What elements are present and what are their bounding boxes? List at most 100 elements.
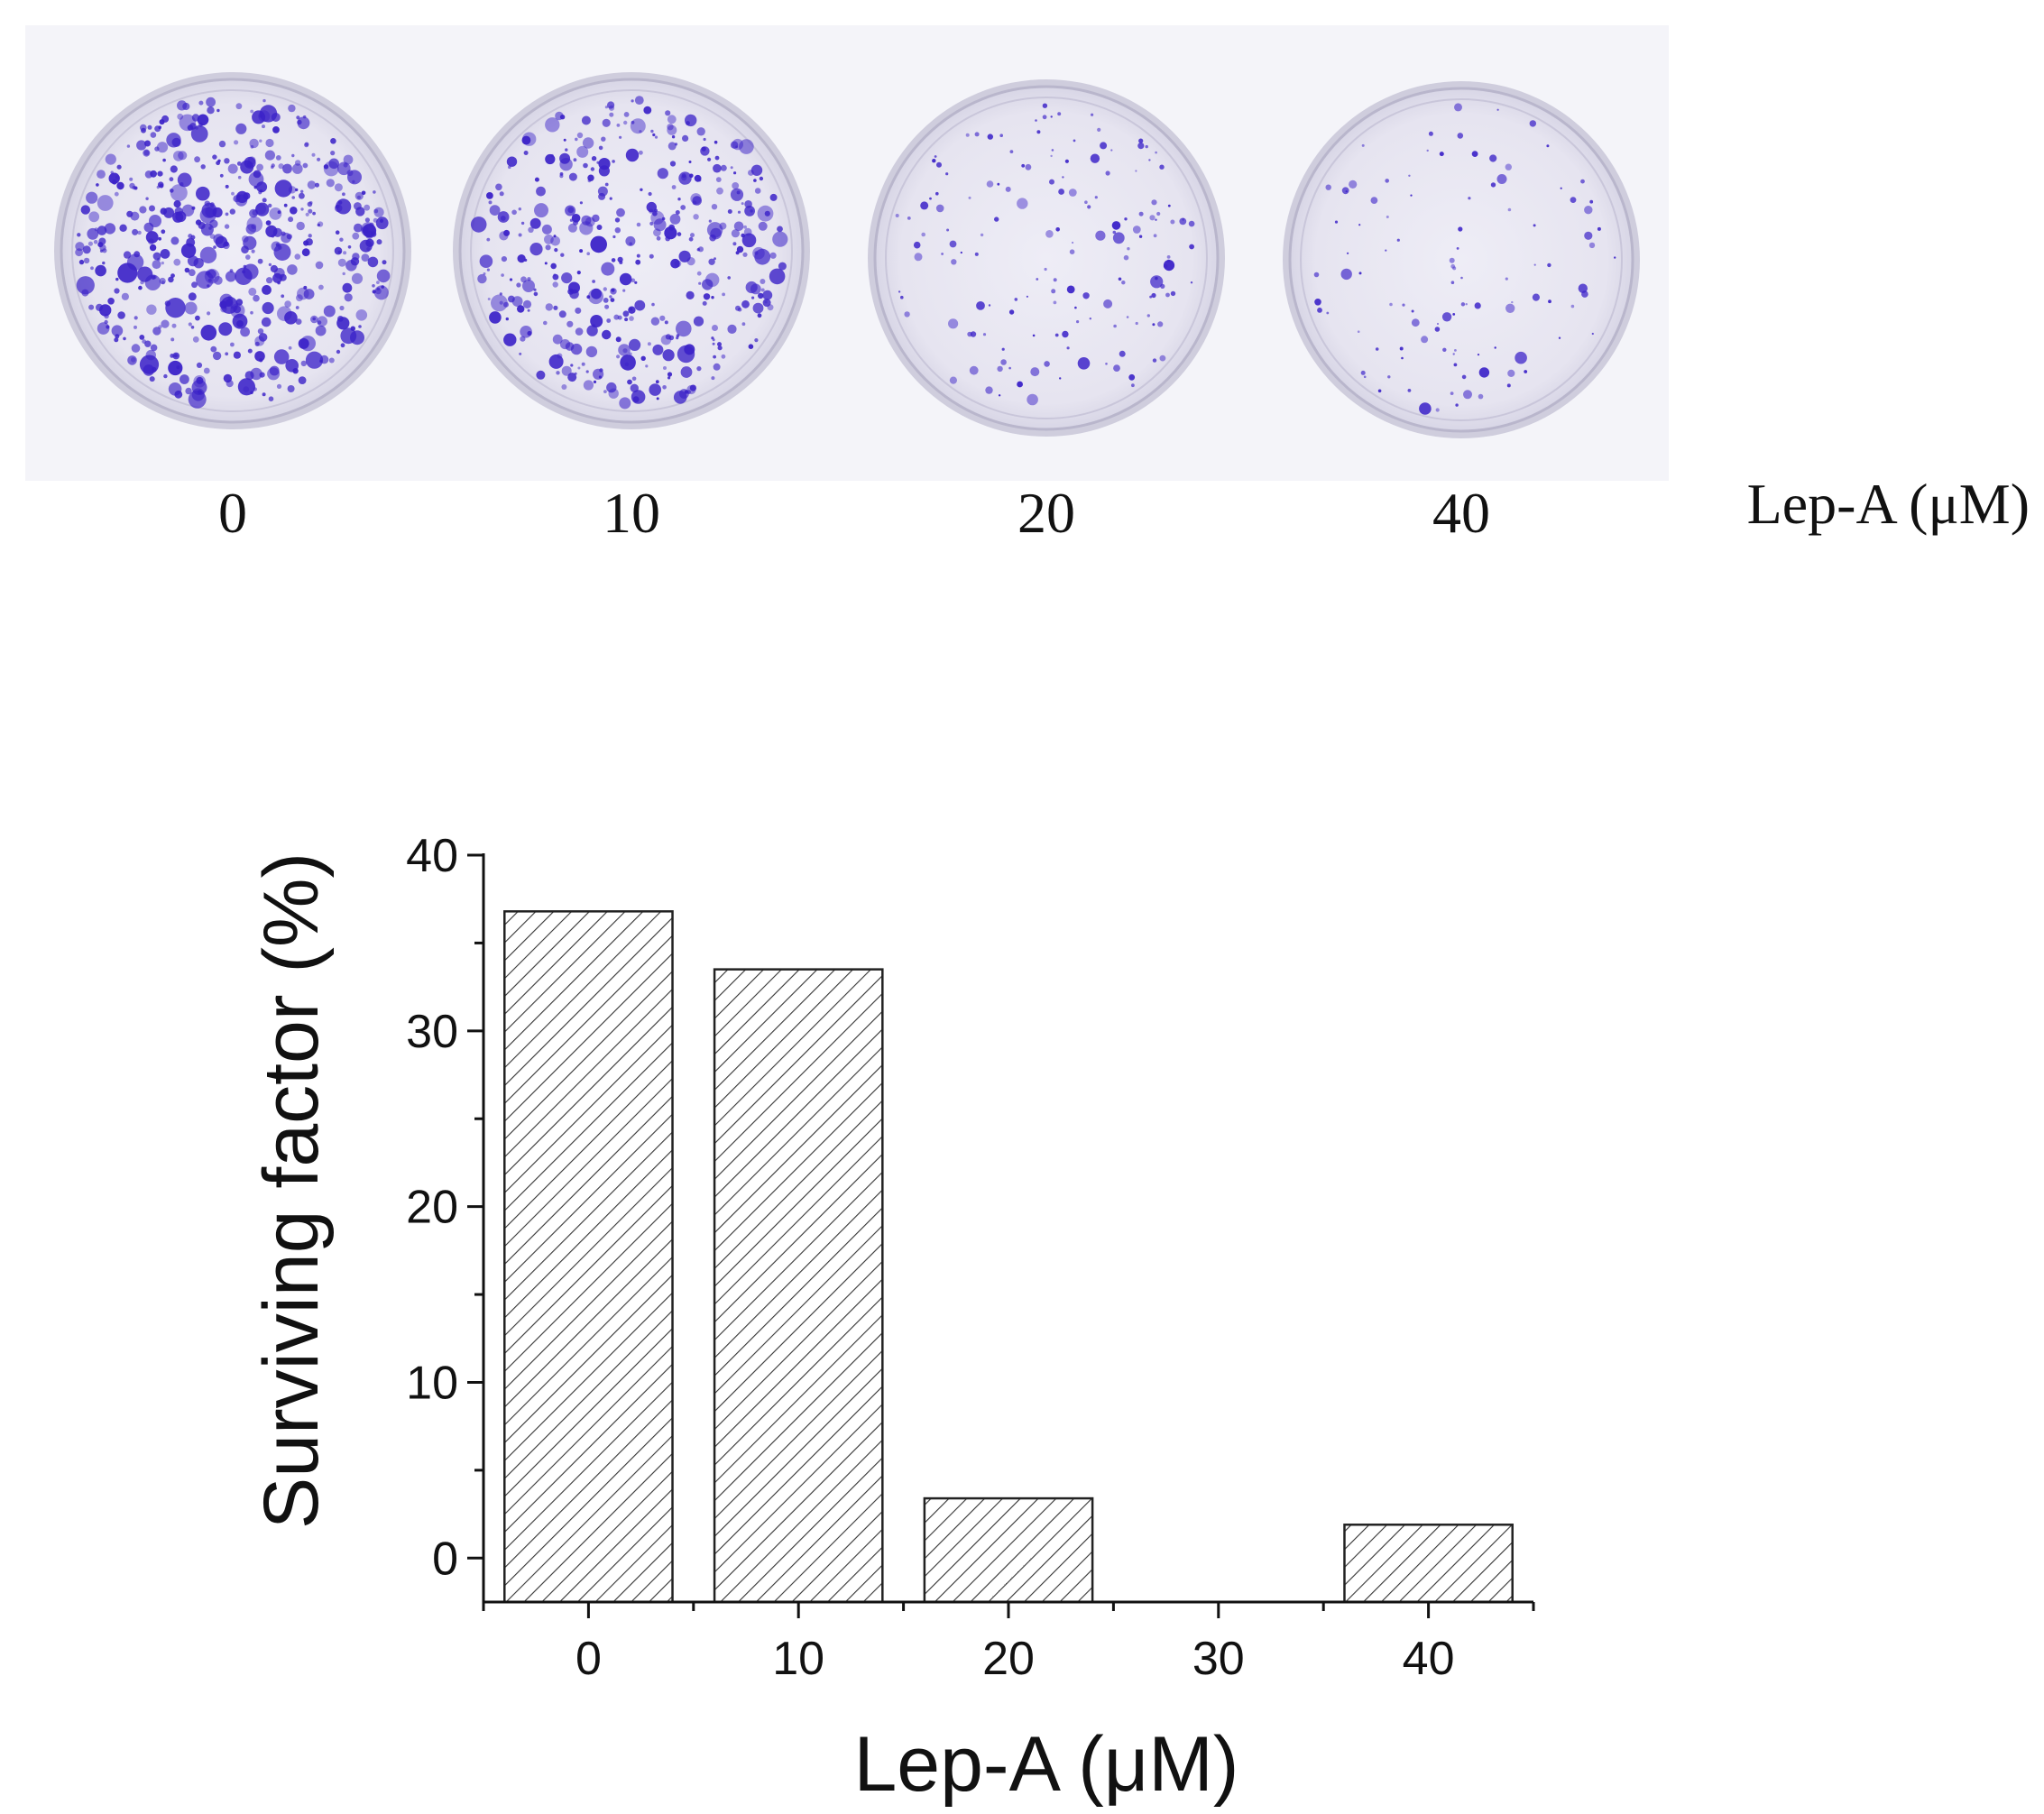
colony [264,150,275,161]
colony [1111,221,1121,230]
colony [1591,332,1594,336]
colony [317,157,321,161]
colony [287,385,295,392]
colony [679,389,689,399]
colony [1089,318,1092,320]
colony [1051,149,1054,152]
colony [560,253,565,257]
colony [1506,383,1511,388]
colony [283,203,288,207]
colony [180,182,184,187]
colony [544,262,548,265]
colony [1505,303,1515,313]
colony [712,342,715,345]
colony [340,327,357,345]
colony [1375,347,1379,351]
colony [355,207,365,216]
colony [123,336,126,341]
colony [210,345,217,353]
colony [213,276,223,285]
colony [523,151,529,155]
colony [733,221,744,232]
colony [762,299,771,308]
colony [760,288,765,292]
colony [284,300,291,308]
colony [275,243,280,247]
colony [529,217,541,229]
colony [665,334,672,340]
colony [762,290,773,300]
colony [86,191,98,204]
x-tick-label: 10 [772,1633,824,1685]
colony [1533,224,1536,227]
colony [373,190,376,194]
colony [576,145,589,158]
colony [171,137,181,147]
colony [568,172,577,181]
colony [1436,322,1440,326]
colony [102,248,107,253]
colony [741,233,745,238]
colony [487,298,491,300]
colony [114,191,119,197]
colony [1570,197,1577,204]
colony [737,210,741,214]
colony [636,253,640,258]
colony [1474,302,1481,309]
colony [262,198,267,203]
colony [251,249,255,253]
colony [748,344,754,350]
colony [1358,272,1362,275]
colony [664,320,668,325]
colony [1179,217,1187,226]
colony [1121,281,1126,285]
colony [625,235,636,246]
colony [146,304,157,315]
colony [1190,281,1193,284]
colony [1325,184,1331,190]
dish-inner-ring [1300,98,1623,421]
colony [237,175,242,180]
colony [567,207,575,214]
colony [297,116,310,130]
colony [315,182,319,188]
colony [111,325,124,337]
colony [134,251,141,258]
colony [303,289,315,299]
colony [244,156,256,169]
colony [302,162,308,169]
colony [339,237,344,242]
colony [739,139,754,154]
colony [171,323,177,328]
colony [1524,370,1528,373]
colony [561,272,573,284]
colony [1050,154,1053,158]
colony [1370,197,1378,205]
colony [134,186,138,190]
colony [1053,300,1057,305]
x-ticks: 0 10 20 30 40 [482,1602,1535,1685]
colony [298,376,307,384]
colony [711,296,714,299]
colony [1428,131,1433,136]
colony [80,205,91,215]
colony [1105,170,1110,176]
colony [145,231,159,244]
colony [499,231,509,241]
colony [1124,217,1128,221]
colony [579,249,584,253]
colony [934,155,937,158]
colony [678,250,691,262]
colony [330,138,336,144]
colony [1103,299,1113,308]
colony [769,193,778,201]
colony [288,216,294,223]
colony [198,100,204,106]
colony [645,364,649,368]
colony [295,318,302,325]
colony [712,325,718,331]
colony [634,96,644,105]
colony [275,155,281,161]
colony [581,362,585,366]
colony [196,376,204,384]
